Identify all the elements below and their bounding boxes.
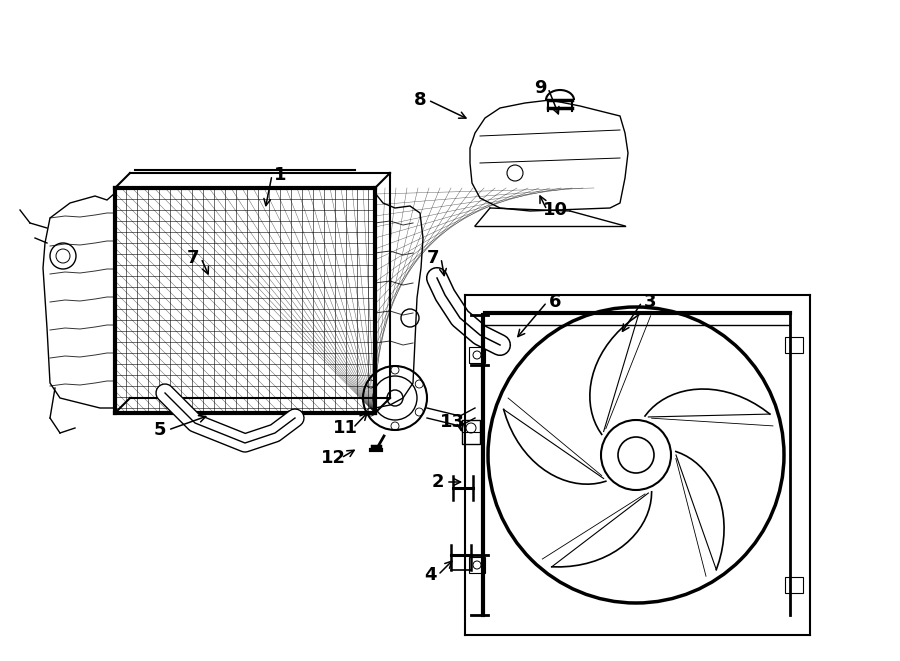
Text: 7: 7 [187, 249, 199, 267]
Text: 1: 1 [274, 166, 286, 184]
Text: 3: 3 [644, 293, 656, 311]
Text: 8: 8 [414, 91, 427, 109]
Bar [462, 420, 480, 444]
Text: 9: 9 [534, 79, 546, 97]
Text: 10: 10 [543, 201, 568, 219]
Text: 5: 5 [154, 421, 166, 439]
Bar [785, 337, 803, 353]
Text: 11: 11 [332, 419, 357, 437]
Bar [469, 347, 485, 363]
Text: 13: 13 [439, 413, 464, 431]
Text: 7: 7 [427, 249, 439, 267]
Bar [469, 557, 485, 573]
Text: 4: 4 [424, 566, 436, 584]
Text: 6: 6 [549, 293, 562, 311]
Bar [785, 577, 803, 593]
Text: 12: 12 [320, 449, 346, 467]
Text: 2: 2 [432, 473, 445, 491]
